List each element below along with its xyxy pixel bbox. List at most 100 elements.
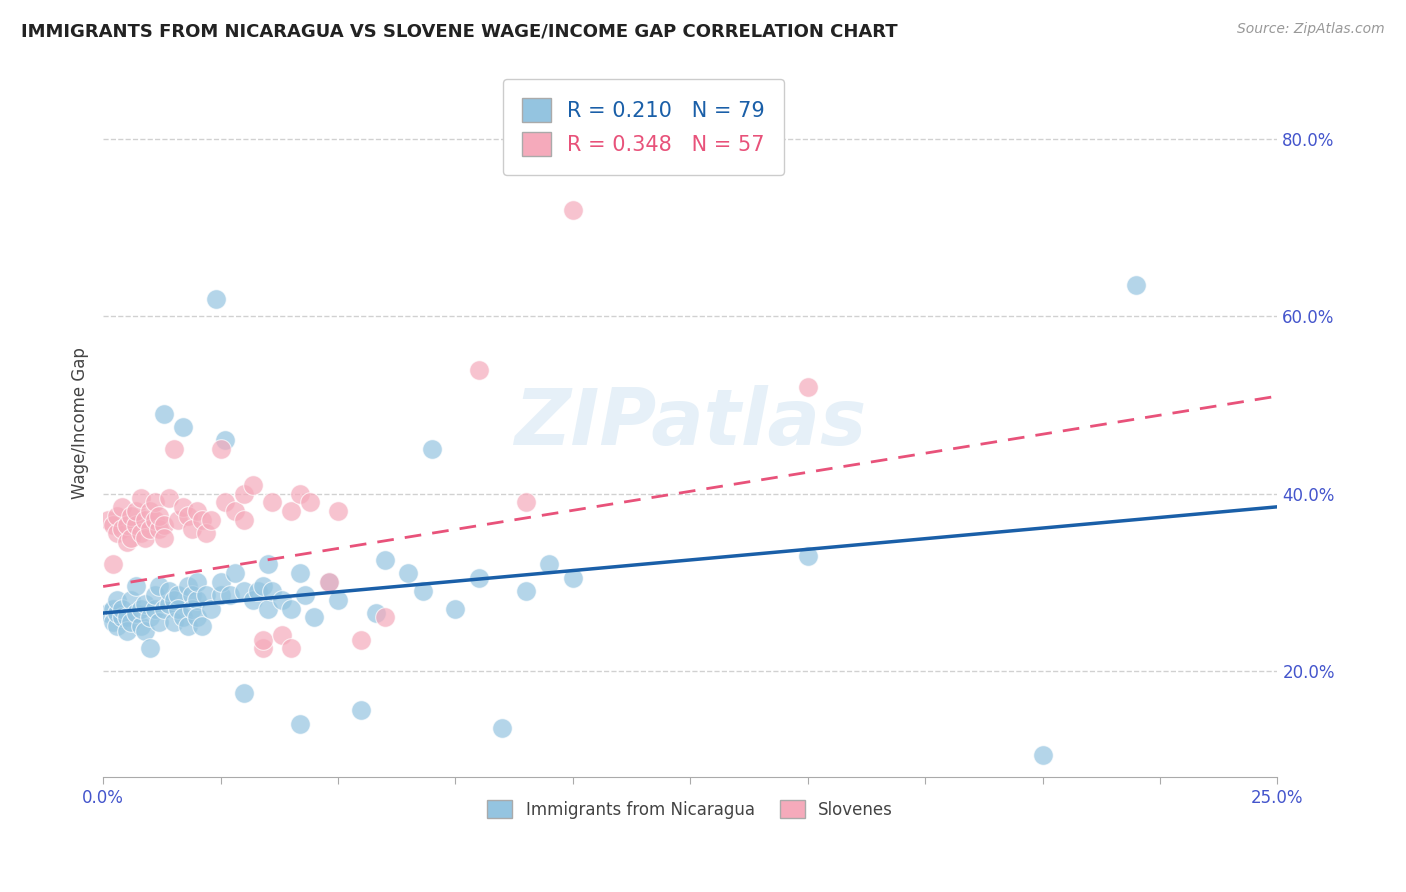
Point bbox=[247, 583, 270, 598]
Point bbox=[420, 442, 443, 457]
Point bbox=[350, 703, 373, 717]
Point bbox=[139, 641, 162, 656]
Point bbox=[134, 513, 156, 527]
Point bbox=[233, 583, 256, 598]
Point bbox=[111, 500, 134, 514]
Point bbox=[129, 526, 152, 541]
Point bbox=[209, 442, 232, 457]
Point bbox=[176, 508, 198, 523]
Point bbox=[129, 491, 152, 505]
Point bbox=[139, 504, 162, 518]
Point bbox=[143, 513, 166, 527]
Point bbox=[256, 558, 278, 572]
Point bbox=[1125, 278, 1147, 293]
Point bbox=[101, 601, 124, 615]
Point bbox=[233, 686, 256, 700]
Point bbox=[242, 592, 264, 607]
Point bbox=[148, 580, 170, 594]
Point bbox=[143, 495, 166, 509]
Point bbox=[125, 517, 148, 532]
Point bbox=[294, 588, 316, 602]
Point bbox=[1031, 747, 1053, 762]
Point bbox=[120, 615, 142, 629]
Point bbox=[270, 628, 292, 642]
Point bbox=[105, 606, 128, 620]
Point bbox=[139, 522, 162, 536]
Point bbox=[326, 504, 349, 518]
Point bbox=[111, 610, 134, 624]
Point bbox=[224, 566, 246, 581]
Point bbox=[120, 592, 142, 607]
Point bbox=[162, 442, 184, 457]
Point bbox=[298, 495, 321, 509]
Point bbox=[143, 588, 166, 602]
Point bbox=[105, 508, 128, 523]
Point bbox=[167, 588, 190, 602]
Point bbox=[252, 632, 274, 647]
Point bbox=[290, 566, 312, 581]
Point bbox=[129, 601, 152, 615]
Point bbox=[233, 486, 256, 500]
Point bbox=[186, 610, 208, 624]
Point bbox=[280, 641, 302, 656]
Point bbox=[97, 606, 120, 620]
Point bbox=[270, 592, 292, 607]
Point bbox=[796, 380, 818, 394]
Point bbox=[209, 588, 232, 602]
Point bbox=[262, 495, 284, 509]
Point bbox=[153, 407, 176, 421]
Point bbox=[186, 592, 208, 607]
Point bbox=[139, 610, 162, 624]
Point bbox=[105, 619, 128, 633]
Point bbox=[115, 624, 138, 638]
Point bbox=[252, 580, 274, 594]
Point bbox=[101, 558, 124, 572]
Point bbox=[115, 517, 138, 532]
Point bbox=[224, 504, 246, 518]
Point bbox=[214, 495, 236, 509]
Point bbox=[162, 615, 184, 629]
Point bbox=[252, 641, 274, 656]
Point bbox=[143, 601, 166, 615]
Point bbox=[181, 588, 204, 602]
Point bbox=[105, 526, 128, 541]
Point bbox=[491, 721, 513, 735]
Point bbox=[134, 597, 156, 611]
Point bbox=[157, 491, 180, 505]
Point bbox=[111, 522, 134, 536]
Point bbox=[214, 434, 236, 448]
Point bbox=[515, 495, 537, 509]
Point bbox=[290, 716, 312, 731]
Point bbox=[181, 601, 204, 615]
Point bbox=[205, 292, 228, 306]
Point bbox=[115, 535, 138, 549]
Point bbox=[105, 592, 128, 607]
Point bbox=[209, 575, 232, 590]
Point bbox=[412, 583, 434, 598]
Point bbox=[148, 522, 170, 536]
Point bbox=[262, 583, 284, 598]
Point bbox=[304, 610, 326, 624]
Point bbox=[111, 601, 134, 615]
Point bbox=[134, 531, 156, 545]
Point bbox=[125, 580, 148, 594]
Point bbox=[101, 615, 124, 629]
Point bbox=[153, 601, 176, 615]
Point bbox=[280, 601, 302, 615]
Point bbox=[396, 566, 419, 581]
Point bbox=[172, 420, 194, 434]
Point bbox=[176, 580, 198, 594]
Point bbox=[176, 619, 198, 633]
Text: Source: ZipAtlas.com: Source: ZipAtlas.com bbox=[1237, 22, 1385, 37]
Point bbox=[97, 513, 120, 527]
Point bbox=[120, 508, 142, 523]
Point bbox=[200, 513, 222, 527]
Point bbox=[195, 526, 218, 541]
Point bbox=[157, 597, 180, 611]
Point bbox=[515, 583, 537, 598]
Point bbox=[129, 619, 152, 633]
Point bbox=[350, 632, 373, 647]
Point bbox=[186, 575, 208, 590]
Point bbox=[191, 513, 214, 527]
Point bbox=[219, 588, 242, 602]
